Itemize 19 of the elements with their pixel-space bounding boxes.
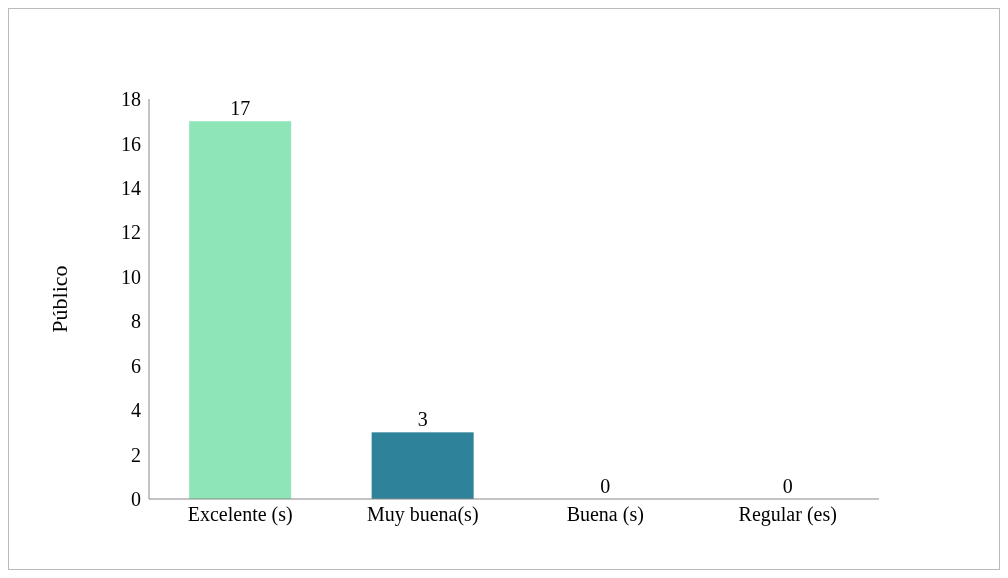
y-tick-label: 2	[131, 443, 141, 466]
x-tick-label: Regular (es)	[738, 503, 837, 527]
data-label: 17	[230, 97, 251, 120]
y-tick-label: 4	[131, 399, 141, 422]
y-tick-label: 12	[121, 221, 141, 244]
y-tick-label: 10	[121, 265, 141, 288]
y-tick-label: 6	[131, 354, 141, 377]
y-tick-label: 18	[121, 88, 141, 111]
data-label: 3	[417, 408, 428, 431]
y-tick-label: 0	[131, 488, 141, 511]
y-axis-title: Público	[46, 265, 72, 333]
x-tick-label: Buena (s)	[566, 503, 644, 527]
y-tick-label: 16	[121, 132, 141, 155]
y-tick-label: 8	[131, 310, 141, 333]
data-label: 0	[600, 475, 611, 497]
y-tick-label: 14	[121, 176, 141, 199]
x-tick-label: Excelente (s)	[187, 503, 293, 527]
x-tick-label: Muy buena(s)	[366, 503, 479, 527]
data-label: 0	[782, 475, 793, 497]
